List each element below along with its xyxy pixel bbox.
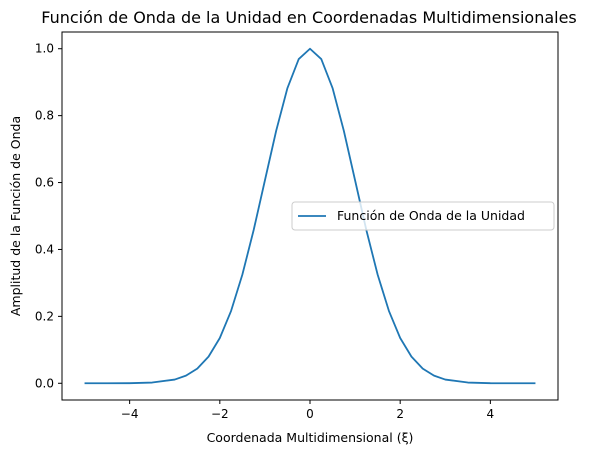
legend-box bbox=[291, 201, 555, 231]
x-tick-label: 4 bbox=[487, 407, 495, 421]
x-axis-label: Coordenada Multidimensional (ξ) bbox=[207, 430, 414, 445]
y-tick-label: 0.8 bbox=[35, 109, 54, 123]
x-tick-label: −4 bbox=[121, 407, 139, 421]
series-line-funcion-de-onda bbox=[84, 47, 536, 385]
x-tick-label: 2 bbox=[396, 407, 404, 421]
y-tick-label: 0.2 bbox=[35, 309, 54, 323]
chart-title: Función de Onda de la Unidad en Coordena… bbox=[41, 8, 577, 27]
x-tick-label: 0 bbox=[306, 407, 314, 421]
y-tick-label: 0.0 bbox=[35, 376, 54, 390]
x-tick-label: −2 bbox=[211, 407, 229, 421]
y-tick-label: 1.0 bbox=[35, 42, 54, 56]
y-axis-label: Amplitud de la Función de Onda bbox=[8, 116, 23, 316]
legend: Función de Onda de la Unidad bbox=[291, 201, 555, 231]
y-tick-label: 0.4 bbox=[35, 242, 54, 256]
y-tick-label: 0.6 bbox=[35, 176, 54, 190]
y-axis-ticks: 0.0 0.2 0.4 0.6 0.8 1.0 bbox=[35, 42, 62, 390]
legend-entry-label: Función de Onda de la Unidad bbox=[337, 208, 525, 223]
x-axis-ticks: −4 −2 0 2 4 bbox=[121, 400, 494, 421]
